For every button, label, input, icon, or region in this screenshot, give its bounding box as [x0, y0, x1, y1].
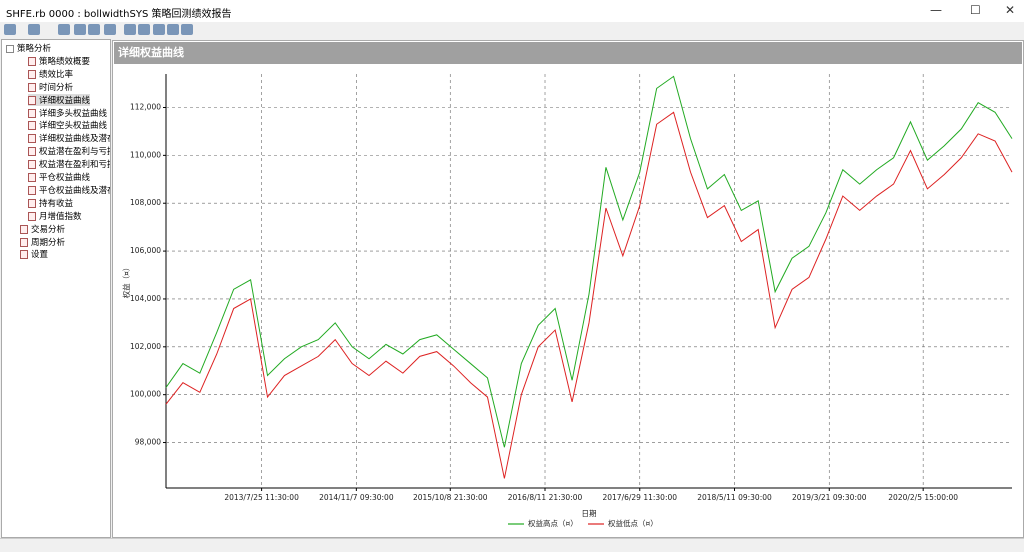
tree-icon — [20, 224, 28, 234]
legend-label: 权益高点（¤） — [528, 518, 578, 528]
tree-node[interactable]: 详细权益曲线及潜在 — [28, 132, 111, 145]
tree-node[interactable]: 月增值指数 — [28, 210, 82, 222]
tree-node[interactable]: 详细多头权益曲线 — [28, 107, 107, 119]
x-tick-label: 2020/2/5 15:00:00 — [888, 493, 958, 502]
tree-icon — [28, 147, 36, 157]
forward-button[interactable] — [28, 24, 40, 35]
close-button[interactable]: ✕ — [1005, 3, 1016, 17]
minimize-button[interactable]: — — [930, 3, 942, 17]
tree-node[interactable]: 策略绩效概要 — [28, 55, 90, 67]
tree-label: 详细权益曲线及潜在 — [39, 134, 111, 145]
tree-label: 权益潜在盈利和亏损 — [39, 160, 111, 171]
series-line — [165, 75, 1013, 448]
y-axis-label: 权益（¤） — [121, 264, 131, 299]
tree-icon — [20, 237, 28, 247]
tree-node[interactable]: 详细空头权益曲线 — [28, 119, 107, 131]
tree-node[interactable]: 策略分析 — [6, 42, 51, 54]
tree-label: 策略绩效概要 — [39, 56, 91, 67]
tree-node[interactable]: 平仓权益曲线 — [28, 171, 90, 183]
y-tick-label: 102,000 — [130, 342, 161, 351]
x-tick-label: 2019/3/21 09:30:00 — [792, 493, 867, 502]
zoom-in-tool[interactable] — [153, 24, 165, 35]
series-line — [165, 111, 1013, 479]
tree-node[interactable]: 持有收益 — [28, 197, 73, 209]
tree-label: 月增值指数 — [39, 211, 82, 222]
tree-node[interactable]: 平仓权益曲线及潜在 — [28, 184, 111, 196]
tree-icon — [28, 173, 36, 182]
tree-label: 详细权益曲线 — [39, 95, 91, 106]
tree-label: 详细多头权益曲线 — [39, 108, 108, 119]
tree-node[interactable]: 绩效比率 — [28, 68, 73, 80]
tree-node[interactable]: 时间分析 — [28, 81, 73, 93]
tree-icon — [28, 160, 36, 170]
zoom-out-tool[interactable] — [167, 24, 179, 35]
tree-icon — [28, 82, 36, 92]
reset-tool[interactable] — [181, 24, 193, 35]
tree-label: 策略分析 — [17, 44, 52, 54]
y-tick-label: 112,000 — [130, 103, 161, 112]
tree-icon — [6, 44, 14, 53]
tree-node[interactable]: 交易分析 — [20, 223, 65, 235]
tree-icon — [20, 250, 28, 260]
tree-label: 交易分析 — [31, 224, 66, 235]
settings-button[interactable] — [104, 24, 116, 35]
tree-icon — [28, 134, 36, 144]
tree-label: 持有收益 — [39, 198, 74, 209]
title-bar: SHFE.rb 0000 : bollwidthSYS 策略回测绩效报告 — ☐… — [0, 0, 1024, 22]
select-tool[interactable] — [124, 24, 136, 35]
export-button[interactable] — [74, 24, 86, 35]
tree-node[interactable]: 详细权益曲线 — [28, 93, 91, 106]
tree-icon — [28, 198, 36, 208]
chart: 98,000 100,000 102,000 104,000 106,000 108,00… — [121, 74, 1013, 528]
tree-node[interactable]: 权益潜在盈利和亏损 — [28, 158, 111, 171]
tree-icon — [28, 95, 36, 105]
y-tick-label: 100,000 — [130, 390, 161, 399]
tree-label: 设置 — [31, 250, 49, 261]
tree-label: 绩效比率 — [39, 69, 74, 80]
x-tick-label: 2015/10/8 21:30:00 — [413, 493, 488, 502]
x-tick-label: 2016/8/11 21:30:00 — [508, 493, 583, 502]
x-tick-label: 2017/6/29 11:30:00 — [602, 493, 677, 502]
x-tick-label: 2013/7/25 11:30:00 — [224, 493, 299, 502]
tree-icon — [28, 185, 36, 195]
y-tick-label: 108,000 — [130, 198, 161, 207]
y-tick-label: 106,000 — [130, 246, 161, 255]
navigation-tree: 策略分析策略绩效概要 绩效比率时间分析详细权益曲线详细多头权益曲线 详细空头权益曲线… — [1, 39, 111, 538]
tree-label: 详细空头权益曲线 — [39, 121, 108, 132]
y-tick-label: 98,000 — [135, 438, 161, 447]
legend-label: 权益低点（¤） — [608, 518, 658, 528]
tree-node[interactable]: 设置 — [20, 248, 48, 260]
y-tick-label: 104,000 — [130, 294, 161, 303]
pan-tool[interactable] — [138, 24, 150, 35]
tree-node[interactable]: 权益潜在盈利与亏损 — [28, 145, 111, 158]
x-tick-label: 2018/5/11 09:30:00 — [697, 493, 772, 502]
tree-label: 平仓权益曲线及潜在 — [39, 185, 111, 196]
tree-icon — [28, 108, 36, 118]
tree-icon — [28, 56, 36, 66]
y-tick-label: 110,000 — [130, 150, 161, 159]
tree-icon — [28, 69, 36, 79]
x-axis-label: 日期 — [582, 509, 597, 518]
window-title: SHFE.rb 0000 : bollwidthSYS 策略回测绩效报告 — [6, 9, 232, 20]
print-button[interactable] — [88, 24, 100, 35]
x-tick-label: 2014/11/7 09:30:00 — [319, 493, 394, 502]
tree-node[interactable]: 周期分析 — [20, 236, 65, 248]
tree-icon — [28, 211, 36, 221]
tree-icon — [28, 121, 36, 131]
panel-title: 详细权益曲线 — [114, 42, 1022, 64]
save-button[interactable] — [58, 24, 70, 35]
tree-label: 时间分析 — [39, 82, 74, 93]
report-panel: 详细权益曲线 98,000 100,000 102,000 104,000 106,00… — [112, 40, 1024, 538]
tree-label: 周期分析 — [31, 237, 66, 248]
maximize-button[interactable]: ☐ — [970, 3, 981, 17]
tree-label: 平仓权益曲线 — [39, 173, 91, 183]
tree-label: 权益潜在盈利与亏损 — [39, 147, 111, 158]
toolbar — [0, 22, 1024, 38]
status-bar — [0, 538, 1024, 552]
back-button[interactable] — [4, 24, 16, 35]
